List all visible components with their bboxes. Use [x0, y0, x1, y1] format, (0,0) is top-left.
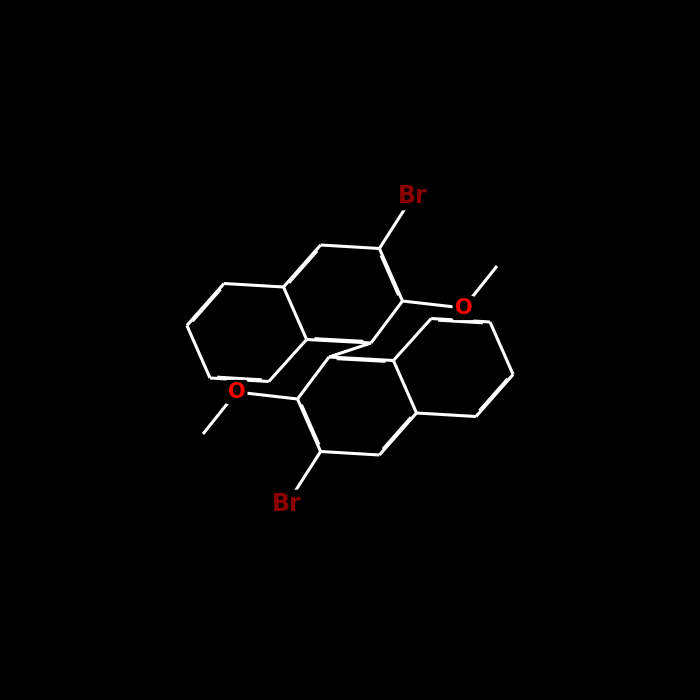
Text: O: O — [228, 382, 246, 402]
Text: O: O — [454, 298, 472, 318]
Text: Br: Br — [272, 492, 302, 516]
Text: Br: Br — [398, 184, 428, 208]
